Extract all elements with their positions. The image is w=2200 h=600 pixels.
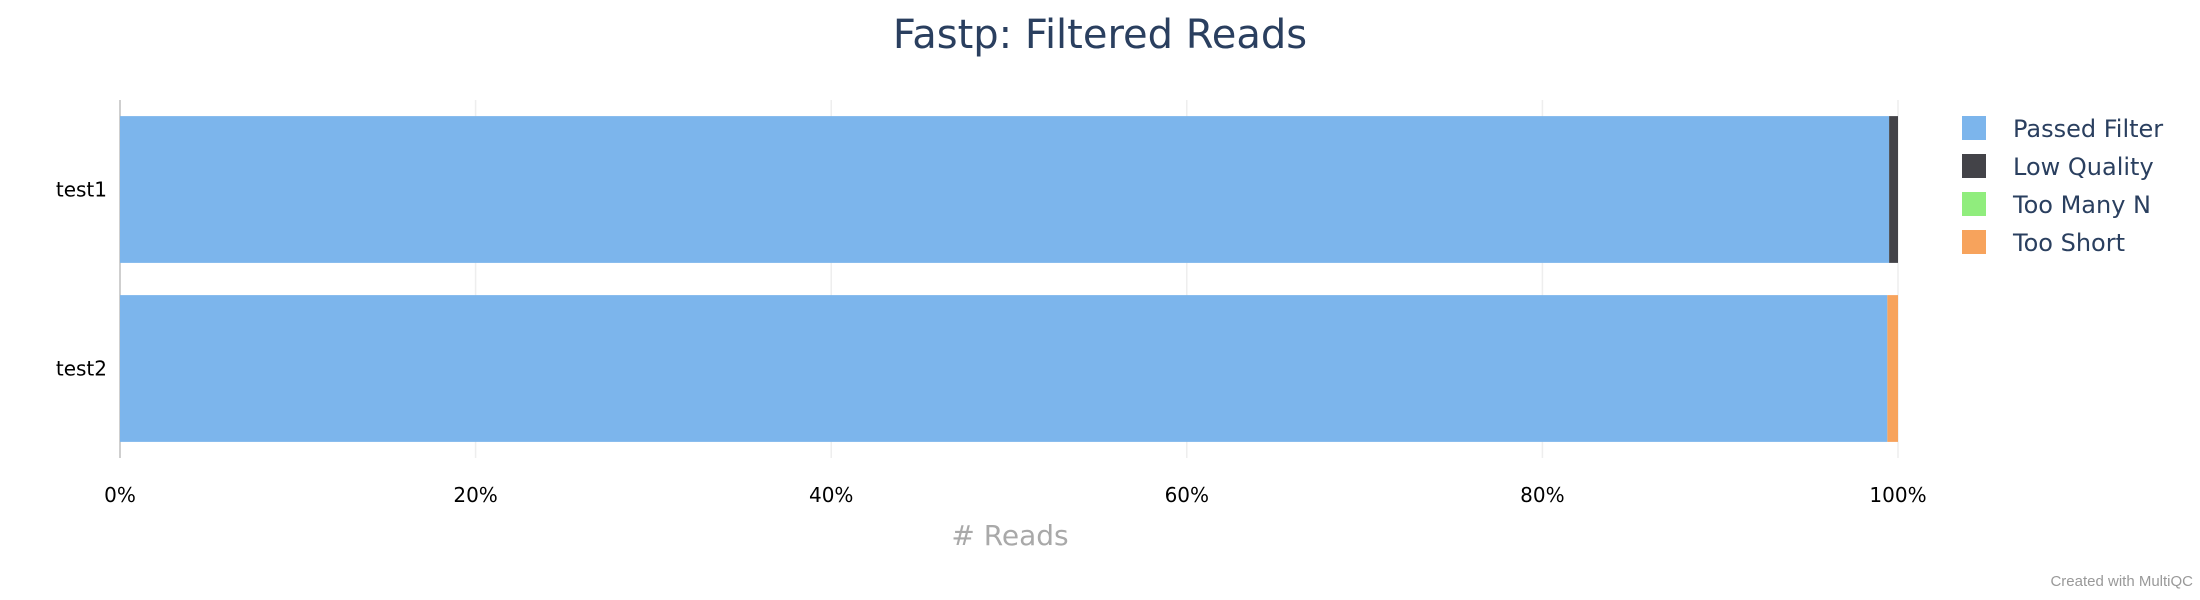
x-tick-label: 80% — [1520, 483, 1564, 507]
legend-label: Passed Filter — [2013, 115, 2163, 143]
legend-label: Too Many N — [2012, 191, 2151, 219]
bar-test1-low-quality[interactable] — [1889, 116, 1898, 263]
bar-test2-passed-filter[interactable] — [120, 295, 1888, 442]
legend-item-too-short[interactable]: Too Short — [1962, 229, 2125, 257]
y-axis-categories: test1 test2 — [56, 178, 107, 381]
legend-label: Too Short — [2012, 229, 2125, 257]
legend-swatch — [1962, 192, 1986, 216]
legend: Passed Filter Low Quality Too Many N Too Sh… — [1962, 115, 2163, 257]
legend-item-too-many-n[interactable]: Too Many N — [1962, 191, 2151, 219]
credit-text: Created with MultiQC — [2050, 573, 2193, 590]
x-axis-title: # Reads — [951, 519, 1068, 552]
category-label: test1 — [56, 178, 107, 202]
x-tick-label: 60% — [1165, 483, 1209, 507]
x-tick-label: 20% — [453, 483, 497, 507]
legend-swatch — [1962, 230, 1986, 254]
legend-item-passed-filter[interactable]: Passed Filter — [1962, 115, 2163, 143]
bar-test2-too-short[interactable] — [1887, 295, 1898, 442]
legend-label: Low Quality — [2013, 153, 2154, 181]
x-tick-label: 0% — [104, 483, 136, 507]
x-axis-ticks: 0% 20% 40% 60% 80% 100% — [104, 483, 1926, 507]
chart-title: Fastp: Filtered Reads — [893, 12, 1307, 58]
legend-item-low-quality[interactable]: Low Quality — [1962, 153, 2154, 181]
category-label: test2 — [56, 357, 107, 381]
x-tick-label: 40% — [809, 483, 853, 507]
x-tick-label: 100% — [1869, 483, 1926, 507]
legend-swatch — [1962, 116, 1986, 140]
bars — [120, 116, 1898, 442]
legend-swatch — [1962, 154, 1986, 178]
bar-test1-passed-filter[interactable] — [120, 116, 1890, 263]
